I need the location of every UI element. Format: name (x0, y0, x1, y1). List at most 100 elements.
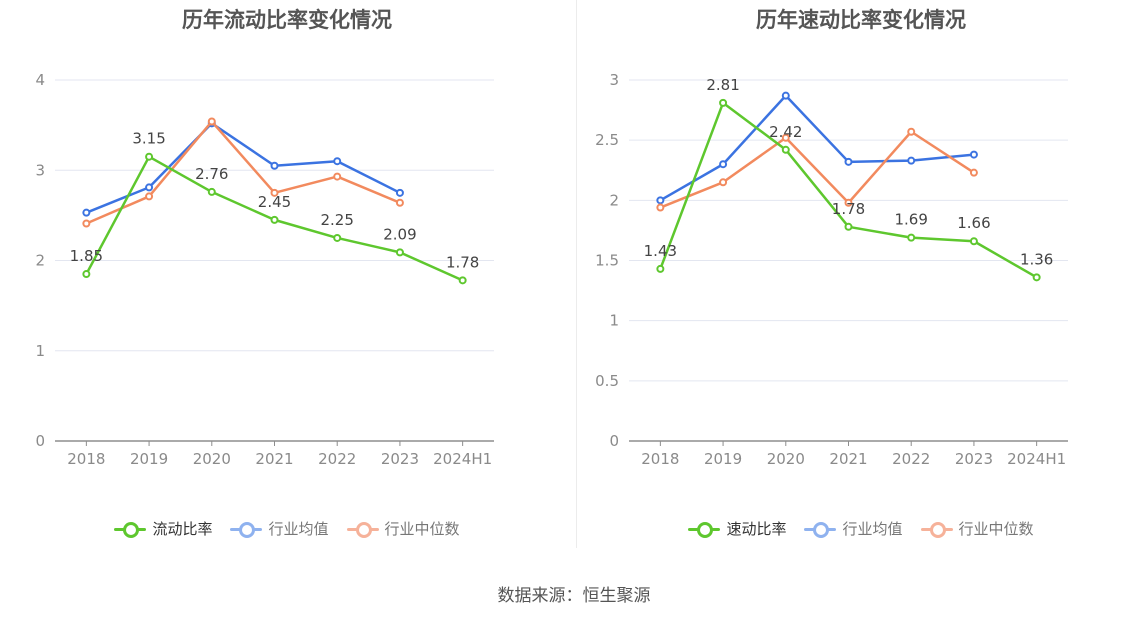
data-label: 3.15 (132, 130, 165, 148)
data-label: 1.85 (70, 247, 103, 265)
panel-divider (576, 0, 577, 548)
y-tick-label: 3 (35, 161, 45, 179)
series-line (85, 122, 401, 214)
x-tick-label: 2022 (892, 450, 930, 468)
data-point (969, 150, 978, 159)
legend-ring (929, 521, 946, 538)
x-tick-label: 2024H1 (1007, 450, 1066, 468)
legend-marker-icon (346, 521, 379, 538)
chart-title: 历年流动比率变化情况 (182, 8, 392, 32)
y-tick-label: 1 (35, 342, 45, 360)
data-label: 2.25 (321, 211, 354, 229)
data-point (207, 117, 216, 126)
y-tick-label: 2 (35, 252, 45, 270)
data-point (1032, 273, 1041, 282)
legend-marker-icon (114, 521, 147, 538)
quick-ratio-plot: 0 0.5 1 1.5 2 2.5 3 2018 2019 2020 2021 2022 2023 202… (595, 71, 1068, 468)
data-point (656, 203, 665, 212)
data-point (719, 178, 728, 187)
y-tick-label: 0 (35, 432, 45, 450)
x-tick-label: 2018 (67, 450, 105, 468)
legend-marker-icon (920, 521, 953, 538)
data-point (907, 233, 916, 242)
legend-marker-icon (230, 521, 263, 538)
x-tick-label: 2020 (767, 450, 805, 468)
legend-marker-icon (688, 521, 721, 538)
data-point (458, 276, 467, 285)
data-point (395, 198, 404, 207)
data-point (333, 157, 342, 166)
data-label: 2.09 (383, 225, 416, 243)
legend-item-industry-mean[interactable]: 行业均值 (230, 518, 329, 539)
x-tick-label: 2021 (255, 450, 293, 468)
legend-item-current-ratio[interactable]: 流动比率 (114, 518, 212, 539)
data-point (781, 91, 790, 100)
quick-ratio-chart-panel: 历年速动比率变化情况 0 0.5 1 1.5 2 2.5 3 2018 2019 2020 2021… (574, 0, 1148, 550)
legend-label: 行业均值 (842, 520, 903, 538)
chart-title: 历年速动比率变化情况 (756, 8, 966, 32)
data-point (969, 237, 978, 246)
data-point (844, 157, 853, 166)
legend-ring (123, 521, 140, 538)
legend-item-industry-mean[interactable]: 行业均值 (804, 518, 903, 539)
data-point (145, 183, 154, 192)
series-line (659, 94, 975, 202)
series-line (659, 101, 1038, 279)
data-label: 2.42 (769, 123, 802, 141)
data-point (207, 187, 216, 196)
data-point (82, 219, 91, 228)
data-label: 1.78 (832, 200, 865, 218)
data-point (270, 161, 279, 170)
x-tick-label: 2019 (704, 450, 742, 468)
legend-label: 行业均值 (268, 520, 329, 538)
data-point (719, 98, 728, 107)
data-point (395, 188, 404, 197)
data-point (844, 198, 853, 207)
x-tick-label: 2019 (130, 450, 168, 468)
data-label: 1.69 (895, 211, 928, 229)
y-tick-label: 2 (609, 191, 619, 209)
x-tick-label: 2021 (829, 450, 867, 468)
legend-ring (697, 521, 714, 538)
data-point (907, 127, 916, 136)
x-tick-label: 2024H1 (433, 450, 492, 468)
data-point (145, 152, 154, 161)
data-point (333, 233, 342, 242)
y-tick-label: 4 (35, 71, 45, 89)
data-point (719, 160, 728, 169)
x-tick-label: 2022 (318, 450, 356, 468)
x-tick-label: 2020 (193, 450, 231, 468)
data-point (844, 222, 853, 231)
data-point (333, 172, 342, 181)
x-tick-label: 2023 (955, 450, 993, 468)
y-tick-label: 1 (609, 312, 619, 330)
y-tick-label: 0 (609, 432, 619, 450)
data-point (656, 196, 665, 205)
y-tick-label: 3 (609, 71, 619, 89)
x-tick-label: 2018 (641, 450, 679, 468)
data-point (907, 156, 916, 165)
current-ratio-plot: 0 1 2 3 4 2018 2019 2020 2021 2022 2023 2024H1 1.85 3… (35, 71, 494, 468)
series-line (659, 130, 975, 209)
legend-item-industry-median[interactable]: 行业中位数 (920, 518, 1034, 539)
legend-item-quick-ratio[interactable]: 速动比率 (688, 518, 786, 539)
data-point (781, 145, 790, 154)
data-label: 2.81 (706, 76, 739, 94)
y-tick-label: 2.5 (595, 131, 619, 149)
data-point (270, 188, 279, 197)
y-tick-label: 0.5 (595, 372, 619, 390)
legend-ring (239, 521, 256, 538)
series-line (85, 120, 401, 225)
data-point (270, 215, 279, 224)
data-label: 1.78 (446, 253, 479, 271)
legend-label: 行业中位数 (384, 520, 460, 538)
data-label: 2.76 (195, 165, 228, 183)
data-label: 1.36 (1020, 250, 1053, 268)
legend-ring (355, 521, 372, 538)
legend-item-industry-median[interactable]: 行业中位数 (346, 518, 460, 539)
y-tick-label: 1.5 (595, 252, 619, 270)
data-point (82, 208, 91, 217)
legend-label: 流动比率 (152, 520, 213, 538)
data-point (781, 133, 790, 142)
data-source-note: 数据来源：恒生聚源 (497, 586, 651, 606)
